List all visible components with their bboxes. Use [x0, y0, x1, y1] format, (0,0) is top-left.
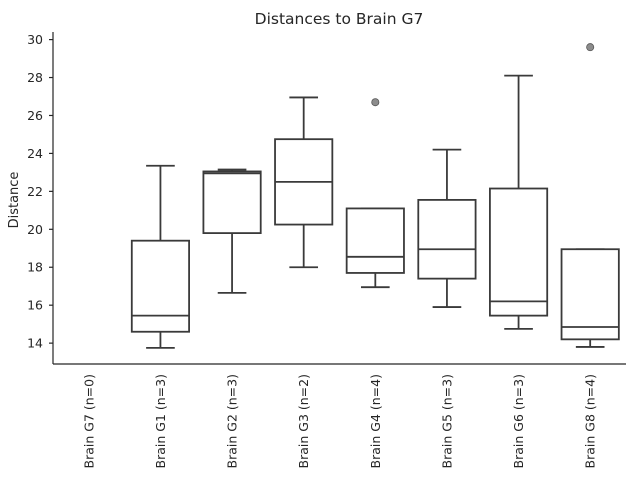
- iqr-box: [417, 198, 477, 280]
- y-tick-label: 24: [27, 146, 43, 161]
- y-tick-label: 18: [27, 260, 43, 275]
- x-tick-label: Brain G5 (n=3): [439, 374, 454, 468]
- y-tick-label: 30: [27, 32, 43, 47]
- y-tick-label: 22: [27, 184, 43, 199]
- outlier-point: [371, 98, 380, 107]
- chart-title: Distances to Brain G7: [255, 10, 424, 28]
- box-group: [130, 164, 190, 349]
- y-tick-label: 26: [27, 108, 43, 123]
- iqr-box: [560, 248, 620, 341]
- box-group: [560, 43, 620, 348]
- box-group: [417, 148, 477, 308]
- x-tick-label: Brain G7 (n=0): [81, 374, 96, 468]
- box-group: [345, 98, 405, 289]
- x-tick-label: Brain G1 (n=3): [153, 374, 168, 468]
- iqr-box: [130, 239, 190, 333]
- iqr-box: [489, 187, 549, 317]
- y-axis-label: Distance: [7, 172, 22, 229]
- x-tick-label: Brain G2 (n=3): [225, 374, 240, 468]
- y-tick-label: 14: [27, 336, 43, 351]
- x-axis-ticks: Brain G7 (n=0) Brain G1 (n=3) Brain G2 (n=…: [81, 374, 597, 468]
- box-series: [130, 43, 620, 349]
- iqr-box: [345, 207, 405, 274]
- iqr-box: [202, 170, 262, 234]
- box-group: [202, 168, 262, 294]
- outlier-point: [586, 43, 595, 52]
- x-tick-label: Brain G4 (n=4): [368, 374, 383, 468]
- box-group: [274, 96, 334, 269]
- x-tick-label: Brain G6 (n=3): [511, 374, 526, 468]
- y-axis-ticks: 14 16 18 20 22 24 26 28 30: [27, 32, 53, 351]
- box-group: [489, 74, 549, 330]
- y-tick-label: 28: [27, 70, 43, 85]
- y-tick-label: 20: [27, 222, 43, 237]
- x-tick-label: Brain G3 (n=2): [296, 374, 311, 468]
- y-tick-label: 16: [27, 298, 43, 313]
- x-tick-label: Brain G8 (n=4): [583, 374, 598, 468]
